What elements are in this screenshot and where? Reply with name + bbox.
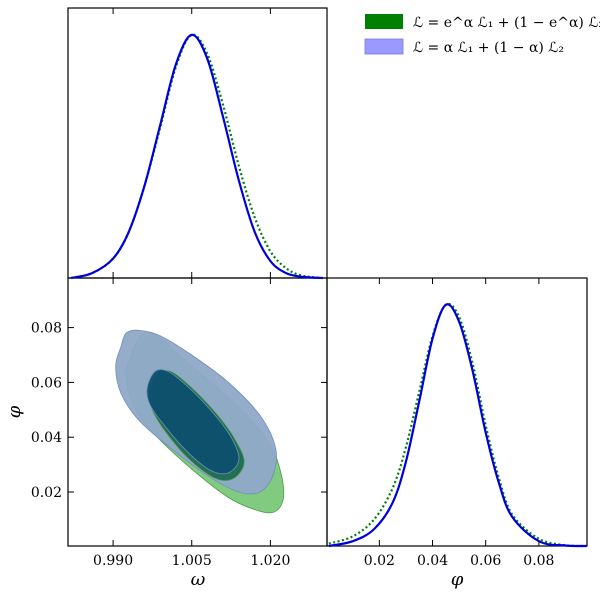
legend-label-linear: ℒ = α ℒ₁ + (1 − α) ℒ₂ — [413, 40, 564, 56]
omega-tick-label: 0.990 — [93, 553, 133, 569]
legend-swatch-green — [365, 14, 403, 29]
omega-marginal-linear-curve — [70, 33, 323, 280]
phi-x-tick-label: 0.04 — [417, 553, 448, 569]
phi-marginal-exp-curve — [328, 302, 587, 548]
axis-ticks: 0.990 1.005 1.020 0.02 0.04 0.06 0.08 0.02 0.04 0… — [31, 8, 554, 569]
phi-y-tick-label: 0.08 — [31, 321, 62, 337]
y-axis-label-phi: φ — [4, 405, 25, 418]
legend-swatch-blue — [364, 38, 404, 55]
x-axis-label-phi: φ — [451, 569, 464, 590]
phi-marginal-curves — [328, 302, 587, 548]
phi-x-tick-label: 0.02 — [364, 553, 395, 569]
phi-y-tick-label: 0.06 — [31, 375, 62, 391]
phi-marginal-linear-curve — [328, 303, 587, 548]
joint-contours — [115, 329, 285, 514]
phi-y-tick-label: 0.04 — [31, 430, 62, 446]
contour-linear-68 — [146, 368, 240, 475]
legend-label-exp: ℒ = e^α ℒ₁ + (1 − e^α) ℒ₂ — [413, 15, 600, 31]
phi-x-tick-label: 0.08 — [523, 553, 554, 569]
phi-x-tick-label: 0.06 — [470, 553, 501, 569]
omega-tick-label: 1.020 — [250, 553, 290, 569]
omega-marginal-exp-curve — [70, 33, 323, 280]
legend: ℒ = e^α ℒ₁ + (1 − e^α) ℒ₂ ℒ = α ℒ₁ + (1 … — [364, 14, 600, 56]
omega-marginal-curves — [70, 33, 323, 280]
x-axis-label-omega: ω — [191, 569, 206, 590]
phi-marginal-panel — [326, 277, 588, 547]
omega-marginal-panel — [67, 7, 328, 279]
phi-y-tick-label: 0.02 — [31, 485, 62, 501]
omega-tick-label: 1.005 — [172, 553, 212, 569]
